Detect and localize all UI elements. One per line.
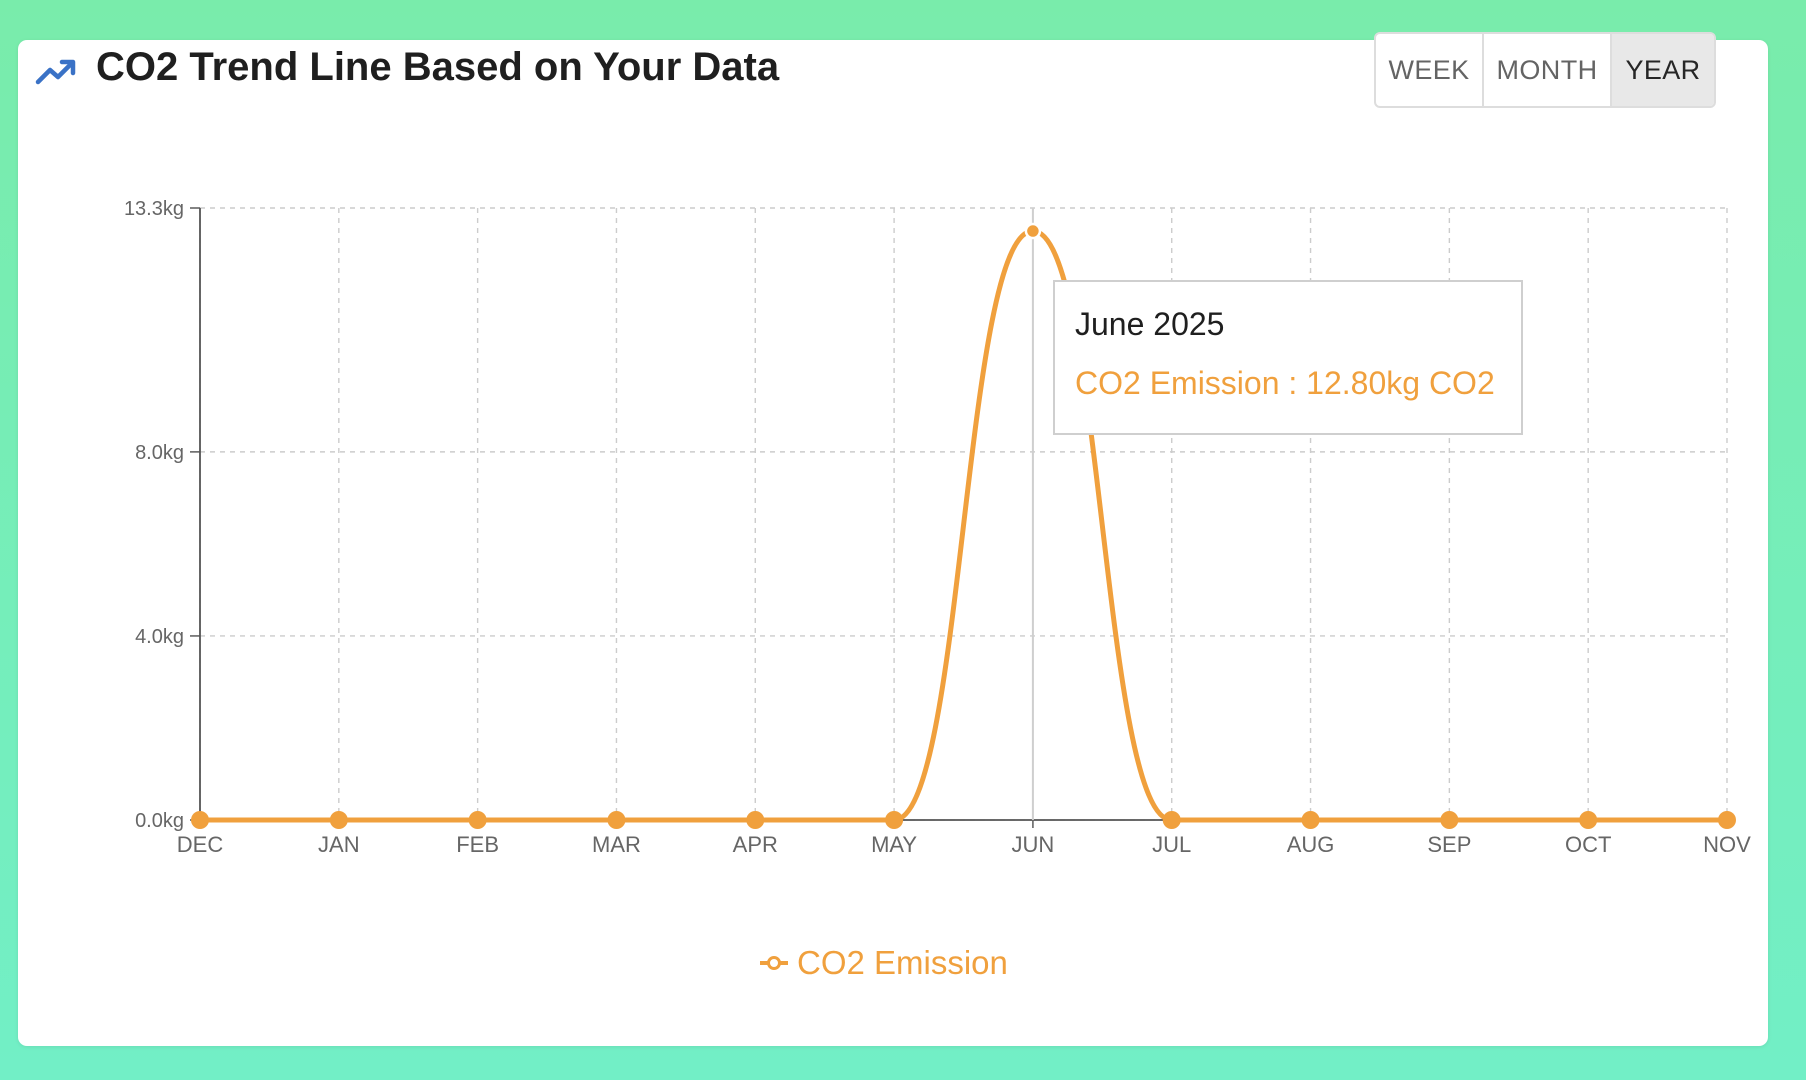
x-tick-label: JUN xyxy=(1012,832,1055,857)
data-point xyxy=(468,811,487,829)
x-tick-label: OCT xyxy=(1565,832,1611,857)
year-button[interactable]: YEAR xyxy=(1612,34,1714,106)
x-tick-label: JUL xyxy=(1152,832,1191,857)
page-title: CO2 Trend Line Based on Your Data xyxy=(96,45,780,89)
chart-legend[interactable]: CO2 Emission xyxy=(760,944,1008,982)
y-tick-label: 0.0kg xyxy=(135,810,184,832)
x-tick-label: MAY xyxy=(871,832,917,857)
data-point xyxy=(329,811,348,829)
time-range-toggle: WEEK MONTH YEAR xyxy=(1374,32,1716,108)
y-tick-label: 4.0kg xyxy=(135,626,184,648)
x-tick-label: JAN xyxy=(318,832,360,857)
data-point xyxy=(885,811,904,829)
data-point xyxy=(1718,811,1736,829)
week-button[interactable]: WEEK xyxy=(1376,34,1484,106)
data-point xyxy=(746,811,765,829)
legend-label: CO2 Emission xyxy=(797,944,1008,981)
x-tick-label: SEP xyxy=(1427,832,1471,857)
data-point xyxy=(1301,811,1320,829)
line-marker-icon xyxy=(760,956,788,970)
trending-up-icon xyxy=(35,59,76,85)
data-point xyxy=(1579,811,1598,829)
y-tick-label: 8.0kg xyxy=(135,442,184,464)
data-point xyxy=(191,811,209,829)
y-tick-label: 13.3kg xyxy=(124,198,184,220)
data-point xyxy=(1162,811,1181,829)
x-tick-label: MAR xyxy=(592,832,641,857)
series-line xyxy=(197,228,1730,823)
chart-tooltip: June 2025 CO2 Emission : 12.80kg CO2 xyxy=(1053,280,1523,435)
x-tick-label: FEB xyxy=(456,832,499,857)
tooltip-title: June 2025 xyxy=(1075,306,1225,342)
active-data-point xyxy=(1024,222,1042,240)
tooltip-value: CO2 Emission : 12.80kg CO2 xyxy=(1075,365,1495,401)
x-tick-label: APR xyxy=(733,832,778,857)
data-point xyxy=(1440,811,1459,829)
x-tick-label: DEC xyxy=(177,832,224,857)
month-button[interactable]: MONTH xyxy=(1484,34,1612,106)
x-tick-label: AUG xyxy=(1287,832,1335,857)
data-point xyxy=(607,811,626,829)
x-tick-label: NOV xyxy=(1703,832,1751,857)
